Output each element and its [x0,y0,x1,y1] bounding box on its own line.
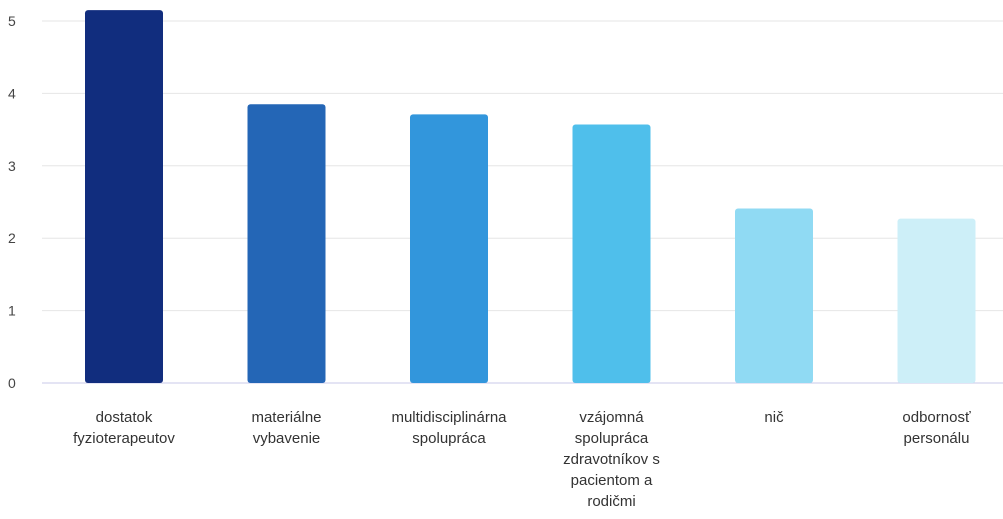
bar [897,218,976,383]
y-tick-label: 5 [8,13,16,29]
x-tick-label-line: multidisciplinárna [391,409,507,426]
x-tick-label: vzájomná spolupráca zdravotníkov s paciento… [563,409,660,510]
x-tick-label-line: materiálne [251,409,321,426]
x-tick-label-line: zdravotníkov s [563,451,660,468]
y-tick-label: 3 [8,158,16,174]
x-tick-label: dostatok fyzioterapeutov [73,409,175,447]
x-tick-label-line: rodičmi [587,493,635,510]
bar [735,208,813,383]
x-tick-label-line: spolupráca [575,430,649,447]
y-tick-label: 1 [8,303,16,319]
y-tick-label: 0 [8,375,16,391]
x-tick-label-line: vybavenie [253,430,321,447]
y-tick-label: 2 [8,230,16,246]
x-tick-label: odbornosť personálu [902,409,971,447]
x-tick-label-line: personálu [904,430,970,447]
x-tick-label: materiálne vybavenie [251,409,321,447]
y-tick-label: 4 [8,85,16,101]
x-tick-label-line: nič [764,409,784,426]
x-tick-label: nič [764,409,784,426]
x-tick-label-line: fyzioterapeutov [73,430,175,447]
x-tick-label-line: odbornosť [902,409,971,426]
bar [247,104,326,383]
bar [85,10,163,383]
bar [410,114,488,383]
x-tick-label-line: vzájomná [579,409,644,426]
x-tick-label-line: spolupráca [412,430,486,447]
x-tick-label: multidisciplinárna spolupráca [391,409,507,447]
x-tick-label-line: pacientom a [571,472,653,489]
x-tick-label-line: dostatok [96,409,153,426]
bar [572,124,651,384]
